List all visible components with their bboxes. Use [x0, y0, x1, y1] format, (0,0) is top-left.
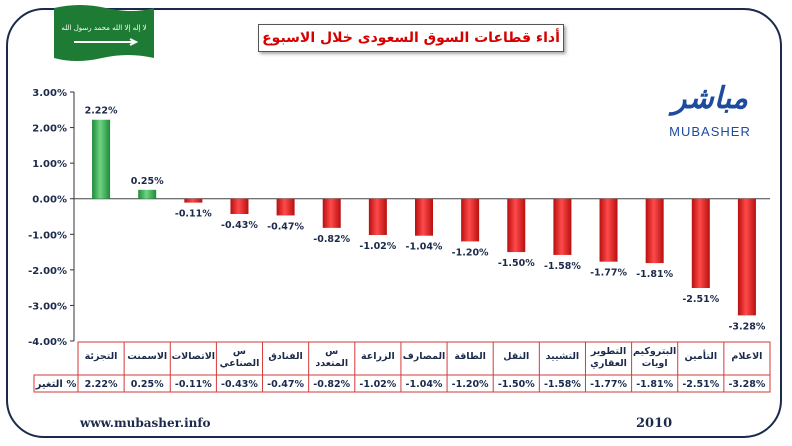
table-value-cell: -0.43% [221, 379, 258, 390]
bar [507, 198, 526, 253]
y-tick-label: -2.00% [28, 266, 67, 277]
website-url: www.mubasher.info [80, 416, 211, 430]
table-value-cell: -1.50% [498, 379, 535, 390]
table-row-header-cell [33, 374, 79, 393]
bar [276, 198, 295, 216]
y-tick-label: -1.00% [28, 230, 67, 241]
x-tick-label: البتروكيم اويات [633, 346, 676, 369]
x-tick-label: الفنادق [268, 351, 302, 362]
bar [691, 198, 710, 288]
y-tick-label: 1.00% [32, 159, 67, 170]
x-tick-label: الطاقة [454, 351, 486, 362]
data-label: -1.81% [636, 269, 673, 280]
brand-arabic: مباشر [672, 81, 748, 116]
y-tick-label: -4.00% [28, 337, 67, 348]
data-label: -1.58% [544, 261, 581, 272]
bar [138, 189, 157, 199]
table-value-cell: 2.22% [85, 379, 118, 390]
data-table: التغير % التجزئة 2.22% الاسمنت 0.25% الاتصالا… [33, 341, 771, 393]
chart-title-box: أداء قطاعات السوق السعودى خلال الاسبوع [258, 24, 564, 52]
y-tick-label: -3.00% [28, 301, 67, 312]
flag-sword [74, 38, 139, 46]
x-tick-label: س الصناعي [220, 346, 260, 369]
x-tick-label: المصارف [403, 351, 446, 362]
x-tick-label: س المتعدد [315, 346, 348, 369]
table-value-cell: -0.82% [313, 379, 350, 390]
y-tick-label: 3.00% [32, 88, 67, 99]
x-tick-label: الاسمنت [127, 351, 167, 362]
data-label: 2.22% [85, 106, 118, 117]
data-label: -1.50% [498, 258, 535, 269]
year-label: 2010 [636, 416, 673, 431]
bar [92, 119, 111, 199]
x-tick-label: التجزئة [85, 351, 118, 362]
x-tick-label: التأمين [685, 349, 718, 362]
table-value-cell: -3.28% [728, 379, 765, 390]
data-label: -0.82% [313, 234, 350, 245]
data-label: -0.11% [175, 209, 212, 220]
brand-english: MUBASHER [669, 124, 751, 139]
x-tick-label: التشييد [546, 351, 580, 362]
x-tick-label: الاعلام [731, 351, 762, 362]
table-value-cell: -0.11% [175, 379, 212, 390]
data-label: -0.47% [267, 221, 304, 232]
data-label: -0.43% [221, 220, 258, 231]
saudi-flag-icon: لا إله إلا الله محمد رسول الله [54, 5, 154, 61]
brand-logo: مباشر MUBASHER [665, 80, 755, 142]
bar [553, 198, 572, 255]
bar [415, 198, 433, 236]
y-tick-label: 2.00% [32, 124, 67, 135]
bar [461, 198, 480, 242]
bars [92, 119, 756, 316]
table-value-cell: -1.58% [544, 379, 581, 390]
data-label: -1.20% [452, 247, 489, 258]
data-label: 0.25% [131, 176, 164, 187]
bar [737, 198, 756, 316]
bar [368, 198, 387, 235]
bar [645, 198, 664, 264]
data-label: -1.02% [359, 241, 396, 252]
value-labels: 2.22% 0.25% -0.11% -0.43% -0.47% -0.82% -1.02%… [85, 106, 766, 333]
chart-title: أداء قطاعات السوق السعودى خلال الاسبوع [262, 30, 560, 46]
bar [599, 198, 618, 262]
data-label: -1.04% [406, 242, 443, 253]
table-value-cell: -1.81% [636, 379, 673, 390]
flag-cloth [54, 5, 154, 61]
table-value-cell: -0.47% [267, 379, 304, 390]
data-label: -2.51% [682, 294, 719, 305]
x-tick-label: الاتصالات [172, 351, 215, 362]
table-value-cell: -1.20% [452, 379, 489, 390]
flag-script: لا إله إلا الله محمد رسول الله [61, 24, 146, 32]
bar [184, 198, 203, 203]
table-border [77, 341, 771, 393]
table-value-cell: -1.77% [590, 379, 627, 390]
y-tick-label: 0.00% [32, 195, 67, 206]
table-value-cell: 0.25% [131, 379, 164, 390]
bar [322, 198, 341, 228]
x-tick-label: النقل [503, 351, 529, 362]
data-label: -1.77% [590, 268, 627, 279]
table-value-cell: -1.04% [406, 379, 443, 390]
bar [230, 198, 249, 215]
data-label: -3.28% [728, 321, 765, 332]
table-value-cell: -2.51% [682, 379, 719, 390]
table-value-cell: -1.02% [359, 379, 396, 390]
x-tick-label: التطوير العقاري [590, 346, 627, 369]
x-tick-label: الزراعة [361, 351, 395, 362]
table-row-header: التغير % [35, 379, 77, 390]
